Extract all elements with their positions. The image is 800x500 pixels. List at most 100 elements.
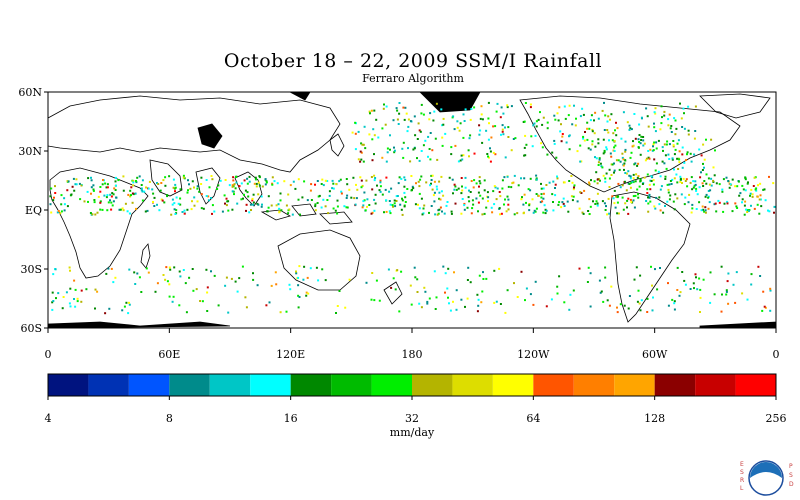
- rain-cell: [267, 195, 270, 198]
- rain-cell: [690, 176, 693, 179]
- rain-cell: [114, 189, 117, 191]
- rain-cell: [617, 195, 620, 198]
- rain-cell: [756, 203, 759, 206]
- rain-cell: [552, 180, 555, 183]
- rain-cell: [634, 194, 637, 197]
- rain-cell: [524, 134, 527, 137]
- rain-cell: [633, 206, 636, 209]
- rain-cell: [573, 186, 575, 189]
- rain-cell: [429, 158, 432, 161]
- rain-cell: [174, 183, 177, 186]
- rain-cell: [420, 150, 423, 152]
- rain-cell: [629, 127, 632, 130]
- rain-cell: [373, 134, 376, 137]
- rain-cell: [615, 195, 618, 198]
- rain-cell: [231, 184, 234, 187]
- rain-cell: [178, 304, 181, 307]
- rain-cell: [539, 201, 542, 204]
- rain-cell: [478, 176, 481, 179]
- rain-cell: [345, 197, 348, 199]
- rain-cell: [744, 189, 747, 192]
- rain-cell: [557, 119, 560, 122]
- rain-cell: [365, 281, 368, 284]
- rain-cell: [523, 146, 526, 149]
- rain-cell: [653, 111, 656, 114]
- rain-cell: [605, 148, 608, 151]
- rain-cell: [537, 118, 540, 121]
- rain-cell: [629, 198, 632, 201]
- rain-cell: [687, 129, 690, 132]
- rain-cell: [241, 265, 244, 268]
- rain-cell: [687, 105, 690, 108]
- rain-cell: [504, 126, 506, 129]
- rain-cell: [56, 211, 59, 214]
- rain-cell: [127, 193, 130, 196]
- rain-cell: [699, 288, 702, 291]
- rain-cell: [346, 183, 349, 186]
- rain-cell: [131, 192, 134, 195]
- rain-cell: [687, 133, 690, 136]
- svg-text:S: S: [789, 472, 793, 479]
- rain-cell: [369, 112, 371, 115]
- rain-cell: [654, 112, 657, 115]
- rain-cell: [669, 180, 672, 182]
- rain-cell: [760, 205, 763, 208]
- rain-cell: [658, 196, 661, 199]
- rain-cell: [375, 279, 378, 282]
- rain-cell: [373, 109, 376, 112]
- colorbar-swatch: [331, 374, 372, 396]
- rain-cell: [206, 291, 209, 294]
- rain-cell: [299, 213, 301, 216]
- rain-cell: [409, 160, 412, 163]
- rain-cell: [458, 129, 461, 132]
- rain-cell: [305, 294, 308, 297]
- rain-cell: [416, 157, 418, 160]
- rain-cell: [441, 136, 444, 139]
- rain-cell: [563, 301, 566, 304]
- rain-cell: [360, 151, 363, 154]
- rain-cell: [654, 130, 657, 133]
- rain-cell: [168, 295, 171, 298]
- rain-cell: [363, 125, 366, 128]
- rain-cell: [471, 199, 474, 202]
- rain-cell: [535, 178, 538, 181]
- rain-cell: [498, 267, 501, 270]
- rain-cell: [513, 282, 515, 285]
- rain-cell: [613, 202, 616, 205]
- rain-cell: [652, 145, 654, 148]
- rain-cell: [582, 137, 585, 140]
- rain-cell: [302, 278, 305, 281]
- rain-cell: [666, 140, 669, 143]
- rain-cell: [454, 144, 457, 147]
- rain-cell: [654, 268, 656, 271]
- rain-cell: [726, 202, 729, 205]
- rain-cell: [396, 109, 399, 112]
- rain-cell: [238, 185, 241, 188]
- rain-cell: [642, 139, 645, 142]
- rain-cell: [63, 209, 66, 212]
- rain-cell: [598, 157, 601, 160]
- rain-cell: [612, 197, 615, 200]
- rain-cell: [360, 186, 363, 189]
- rain-cell: [501, 124, 504, 127]
- rain-cell: [480, 301, 483, 304]
- rain-cell: [676, 197, 679, 200]
- rain-cell: [671, 158, 674, 161]
- rain-cell: [525, 143, 528, 146]
- rain-cell: [371, 138, 374, 141]
- rain-cell: [616, 201, 619, 204]
- rain-cell: [704, 206, 707, 209]
- rain-cell: [431, 174, 434, 177]
- rain-cell: [246, 191, 249, 194]
- rain-cell: [104, 182, 107, 185]
- rain-cell: [596, 204, 599, 207]
- rain-cell: [462, 154, 465, 157]
- rain-cell: [393, 149, 396, 152]
- rain-cell: [723, 202, 726, 205]
- rain-cell: [652, 149, 655, 152]
- rain-cell: [420, 112, 423, 115]
- rain-cell: [726, 200, 729, 203]
- rain-cell: [72, 177, 75, 180]
- rain-cell: [297, 294, 300, 297]
- rain-cell: [605, 172, 608, 175]
